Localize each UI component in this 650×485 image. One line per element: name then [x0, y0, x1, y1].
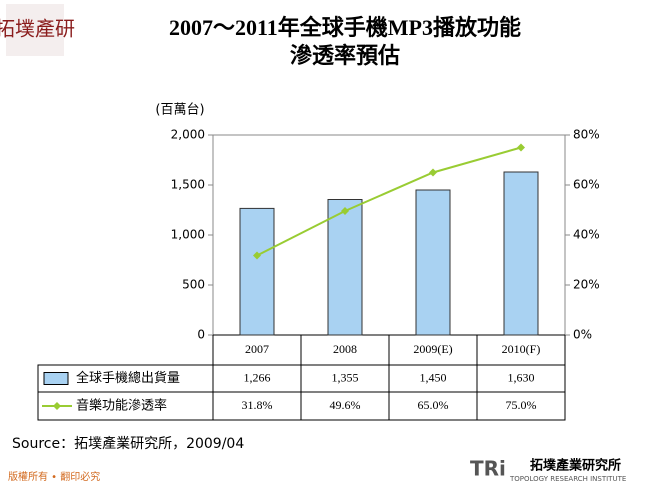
line-marker [341, 207, 349, 215]
y-tick-label: 1,000 [171, 228, 205, 242]
brand-english: TOPOLOGY RESEARCH INSTITUTE [509, 475, 626, 483]
legend-swatch [43, 372, 69, 385]
line-marker [517, 143, 525, 152]
y-tick-label: 500 [182, 278, 205, 292]
logo: 拓墣產研 [0, 17, 75, 41]
y2-tick-label: 0% [573, 328, 592, 342]
x-tick-label: 2010(F) [502, 342, 541, 356]
y-tick-label: 0 [197, 328, 205, 342]
bar [503, 171, 539, 336]
table-value: 75.0% [506, 398, 537, 412]
y-tick-label: 2,000 [171, 128, 205, 142]
table-value: 49.6% [330, 398, 361, 412]
table-value: 1,630 [508, 370, 535, 384]
brand-name: 拓墣產業研究所 [530, 458, 621, 474]
legend-label: 全球手機總出貨量 [76, 370, 180, 386]
line-marker [429, 168, 437, 177]
y2-tick-label: 80% [573, 128, 600, 142]
chart-title: 2007～2011年全球手機MP3播放功能 [169, 15, 521, 40]
y2-tick-label: 40% [573, 228, 600, 242]
brand-mark: TRi [470, 457, 506, 481]
copyright: 版權所有 • 翻印必究 [8, 470, 100, 483]
line [256, 146, 522, 257]
legend-marker [53, 402, 61, 410]
bar [327, 199, 363, 336]
table-value: 31.8% [242, 398, 273, 412]
legend-label: 音樂功能滲透率 [76, 398, 167, 414]
table-value: 1,450 [420, 370, 447, 384]
bar [239, 207, 275, 336]
table-value: 1,266 [244, 370, 271, 384]
x-tick-label: 2009(E) [413, 342, 452, 356]
source: Source：拓墣產業研究所，2009/04 [12, 435, 244, 452]
bar [415, 189, 451, 336]
chart-title: 滲透率預估 [290, 43, 400, 68]
line-marker [253, 251, 261, 260]
logo-box [6, 4, 64, 56]
table-value: 65.0% [418, 398, 449, 412]
y2-tick-label: 60% [573, 178, 600, 192]
y2-tick-label: 20% [573, 278, 600, 292]
y-tick-label: 1,500 [171, 178, 205, 192]
x-tick-label: 2007 [245, 342, 269, 356]
x-tick-label: 2008 [333, 342, 357, 356]
table-value: 1,355 [332, 370, 359, 384]
y-axis-label: (百萬台) [155, 103, 204, 118]
